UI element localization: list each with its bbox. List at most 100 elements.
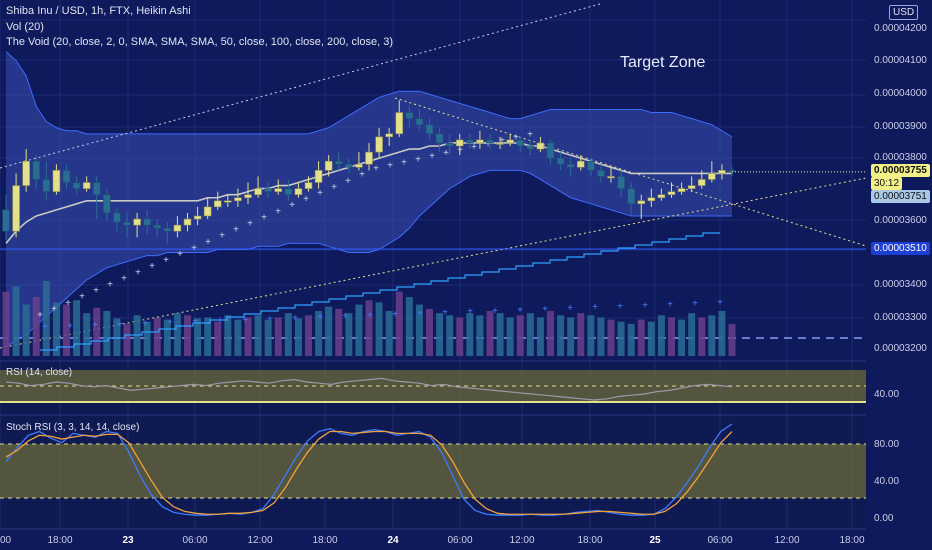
void-indicator-legend[interactable]: The Void (20, close, 2, 0, SMA, SMA, SMA… <box>6 36 394 48</box>
volume-bar <box>708 315 716 356</box>
ma-dot-marker: + <box>92 320 98 331</box>
ma-dot-marker: + <box>401 157 407 168</box>
candle-body <box>587 160 595 171</box>
ma-dot-marker: + <box>387 161 393 172</box>
ma-dot-marker: + <box>467 307 473 318</box>
ma-dot-marker: + <box>135 267 141 278</box>
price-tick-label: 0.00003300 <box>874 312 927 323</box>
time-tick-label: 18:00 <box>47 535 72 546</box>
volume-bar <box>577 313 585 356</box>
time-tick-label: 18:00 <box>839 535 864 546</box>
price-tick-label: 0.00003800 <box>874 152 927 163</box>
currency-button[interactable]: USD <box>889 5 919 20</box>
symbol-title[interactable]: Shiba Inu / USD, 1h, FTX, Heikin Ashi <box>6 5 191 17</box>
candle-body <box>365 151 373 165</box>
ma-dot-marker: + <box>527 130 533 141</box>
volume-bar <box>718 311 726 356</box>
volume-bar <box>637 319 645 356</box>
time-tick-label: 06:00 <box>447 535 472 546</box>
candle-body <box>546 142 555 159</box>
time-tick-label: 12:00 <box>509 535 534 546</box>
ma-dot-marker: + <box>167 318 173 329</box>
candle-body <box>536 142 545 150</box>
ma-dot-marker: + <box>267 314 273 325</box>
volume-bar <box>143 321 151 356</box>
candle-body <box>254 188 262 195</box>
target-zone-label: Target Zone <box>620 54 706 71</box>
candle-body <box>193 215 202 220</box>
candle-body <box>113 212 121 223</box>
volume-bar <box>284 313 292 356</box>
volume-bar <box>254 315 262 356</box>
ma-dot-marker: + <box>417 309 423 320</box>
time-tick-label: 23 <box>122 535 134 546</box>
ma-dot-marker: + <box>517 305 523 316</box>
stoch-d-line <box>5 430 733 515</box>
ma-dot-marker: + <box>51 304 57 315</box>
volume-bar <box>365 300 373 356</box>
ma-dot-marker: + <box>261 212 267 223</box>
volume-bar <box>153 317 161 356</box>
candle-body <box>677 188 686 192</box>
ma-dot-marker: + <box>373 164 379 175</box>
candle-body <box>234 197 242 202</box>
ma-dot-marker: + <box>342 311 348 322</box>
ma-dot-marker: + <box>667 300 673 311</box>
volume-legend[interactable]: Vol (20) <box>6 21 44 33</box>
volume-bar <box>12 286 20 356</box>
ma-dot-marker: + <box>442 308 448 319</box>
candle-body <box>486 139 494 144</box>
candle-body <box>526 145 535 150</box>
ma-dot-marker: + <box>317 312 323 323</box>
rsi-legend[interactable]: RSI (14, close) <box>6 367 73 378</box>
candle-body <box>597 170 605 177</box>
ma-dot-marker: + <box>345 176 351 187</box>
trend-line-upper <box>0 3 601 169</box>
ma-dot-marker: + <box>142 318 148 329</box>
candle-body <box>718 170 726 174</box>
candle-body <box>12 185 20 232</box>
ma-dot-marker: + <box>107 280 113 291</box>
candle-body <box>435 133 444 144</box>
price-tick-label: 0.00004000 <box>874 88 927 99</box>
candle-body <box>415 118 424 125</box>
candle-body <box>345 163 353 168</box>
candle-body <box>647 197 656 202</box>
ma-dot-marker: + <box>317 188 323 199</box>
volume-bar <box>607 319 615 356</box>
candle-body <box>627 188 635 205</box>
ma-dot-marker: + <box>149 261 155 272</box>
ma-dot-marker: + <box>121 273 127 284</box>
volume-bar <box>93 307 101 356</box>
candle-body <box>334 160 343 165</box>
candle-body <box>324 160 333 171</box>
candle-body <box>657 194 666 199</box>
candle-body <box>213 200 222 208</box>
candle-body <box>183 218 192 226</box>
candle-body <box>92 182 101 195</box>
volume-bar <box>385 311 393 356</box>
trend-line-lower <box>0 177 867 349</box>
volume-bar <box>647 321 655 356</box>
ma-dot-marker: + <box>191 243 197 254</box>
volume-bar <box>325 306 333 356</box>
candle-body <box>143 218 151 226</box>
price-tick-label: 0.00003600 <box>874 215 927 226</box>
time-tick-label: 12:00 <box>247 535 272 546</box>
last-price-tag: 0.00003755 <box>871 164 930 177</box>
candle-body <box>355 163 363 168</box>
stoch-tick-label: 80.00 <box>874 439 899 450</box>
ma-stair-line <box>40 232 720 351</box>
volume-bar <box>224 315 232 356</box>
volume-bar <box>83 313 91 356</box>
volume-bar <box>395 291 403 356</box>
candle-body <box>637 200 646 205</box>
candle-body <box>153 224 162 229</box>
volume-bar <box>476 315 484 356</box>
candle-body <box>32 160 41 180</box>
stoch-legend[interactable]: Stoch RSI (3, 3, 14, 14, close) <box>6 422 140 433</box>
candle-body <box>42 179 51 192</box>
ma-dot-marker: + <box>367 310 373 321</box>
